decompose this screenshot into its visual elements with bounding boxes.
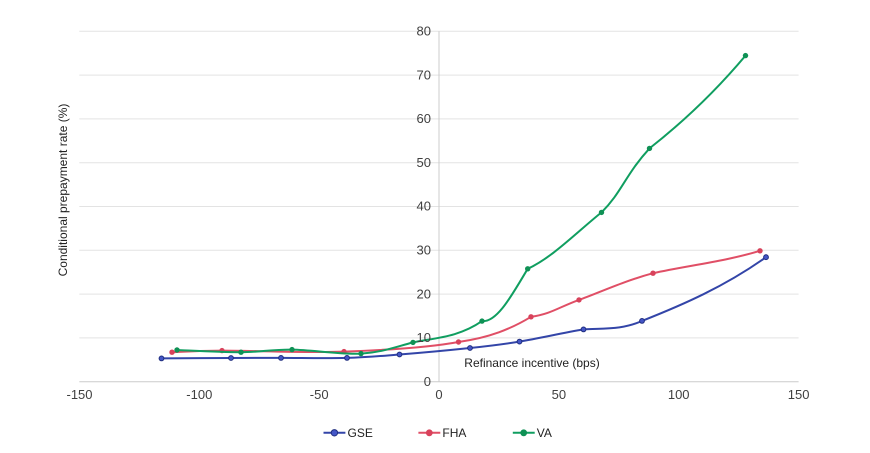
svg-text:Conditional prepayment rate (%: Conditional prepayment rate (%) — [56, 104, 70, 277]
svg-text:60: 60 — [417, 111, 431, 126]
svg-text:150: 150 — [788, 387, 810, 402]
svg-text:20: 20 — [417, 286, 431, 301]
svg-text:-150: -150 — [66, 387, 92, 402]
svg-text:40: 40 — [417, 199, 431, 214]
svg-text:80: 80 — [417, 24, 431, 39]
svg-text:0: 0 — [435, 387, 442, 402]
svg-text:Refinance incentive (bps): Refinance incentive (bps) — [464, 356, 599, 370]
svg-text:70: 70 — [417, 67, 431, 82]
svg-text:50: 50 — [552, 387, 566, 402]
svg-text:-50: -50 — [310, 387, 329, 402]
svg-text:100: 100 — [668, 387, 690, 402]
svg-text:50: 50 — [417, 155, 431, 170]
svg-text:10: 10 — [417, 330, 431, 345]
svg-text:-100: -100 — [186, 387, 212, 402]
svg-text:0: 0 — [424, 374, 431, 389]
svg-text:30: 30 — [417, 243, 431, 258]
svg-text:FHA: FHA — [442, 426, 466, 440]
svg-text:VA: VA — [537, 426, 552, 440]
svg-text:GSE: GSE — [348, 426, 373, 440]
